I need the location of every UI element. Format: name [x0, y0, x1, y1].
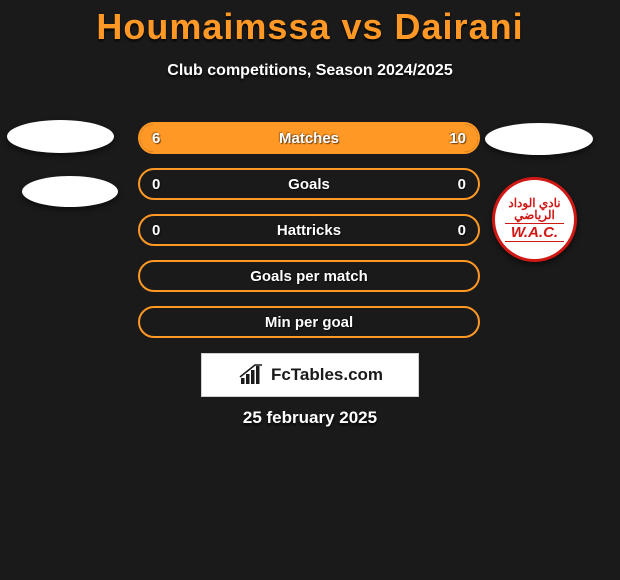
stat-label: Goals per match	[140, 268, 478, 285]
left-team-ellipse-2	[22, 176, 118, 207]
stat-label: Min per goal	[140, 314, 478, 331]
stat-label: Hattricks	[140, 222, 478, 239]
comparison-subtitle: Club competitions, Season 2024/2025	[0, 62, 620, 80]
stat-label: Matches	[140, 130, 478, 147]
chart-icon	[237, 364, 265, 386]
stat-label: Goals	[140, 176, 478, 193]
date-text: 25 february 2025	[0, 408, 620, 428]
right-team-ellipse	[485, 123, 593, 155]
stat-row: Goals per match	[138, 260, 480, 292]
stat-right-value: 0	[458, 222, 466, 239]
left-team-ellipse-1	[7, 120, 114, 153]
stat-row: 6Matches10	[138, 122, 480, 154]
stat-row: 0Goals0	[138, 168, 480, 200]
stat-row: 0Hattricks0	[138, 214, 480, 246]
stats-container: 6Matches100Goals00Hattricks0Goals per ma…	[138, 122, 480, 352]
logo-wac-text: W.A.C.	[505, 223, 564, 242]
stat-right-value: 10	[449, 130, 466, 147]
comparison-title: Houmaimssa vs Dairani	[0, 0, 620, 48]
stat-row: Min per goal	[138, 306, 480, 338]
stat-right-value: 0	[458, 176, 466, 193]
brand-box: FcTables.com	[201, 353, 419, 397]
brand-text: FcTables.com	[271, 365, 383, 385]
right-team-logo: نادي الوداد الرياضي W.A.C.	[492, 177, 577, 262]
logo-arabic-bottom: الرياضي	[514, 209, 555, 221]
